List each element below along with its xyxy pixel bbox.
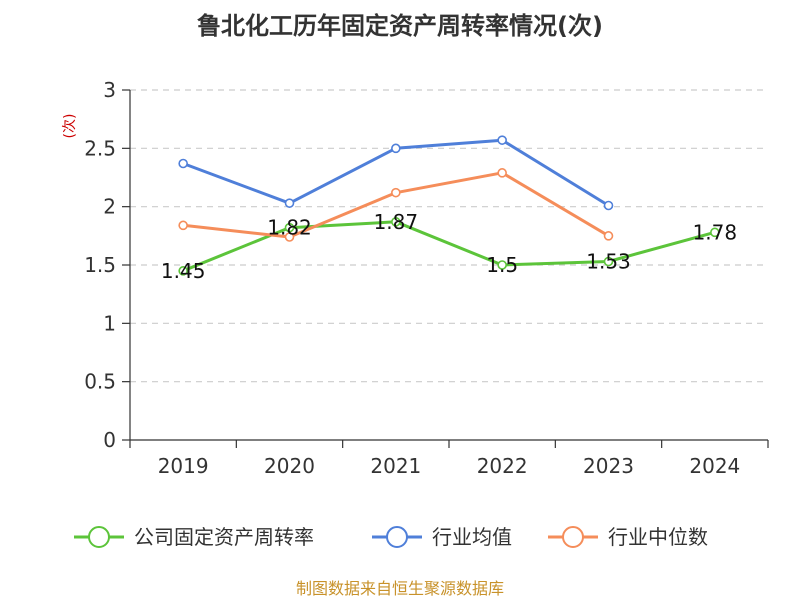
data-point-0: [497, 260, 507, 270]
x-tick-labels: 2019 2020 2021 2022 2023 2024: [158, 454, 741, 478]
y-tick-label: 2.5: [84, 136, 116, 160]
series-line-0: [181, 220, 717, 273]
data-point-0: [603, 256, 614, 267]
data-point-1: [497, 135, 507, 145]
data-label: 1.45: [161, 259, 206, 283]
y-axis-label: (次): [62, 114, 78, 139]
legend: 公司固定资产周转率 行业均值 行业中位数: [74, 525, 708, 549]
chart-title: 鲁北化工历年固定资产周转率情况(次): [197, 12, 603, 40]
legend-label: 行业中位数: [608, 525, 708, 549]
x-tick-label: 2023: [583, 454, 634, 478]
data-point-0: [710, 227, 720, 238]
legend-label: 行业均值: [432, 525, 512, 549]
data-point-1: [603, 200, 614, 211]
grid-lines: [130, 89, 768, 383]
y-tick-label: 0.5: [84, 370, 116, 394]
x-tick-label: 2022: [477, 454, 528, 478]
data-point-1: [284, 198, 295, 208]
data-label: 1.78: [693, 220, 738, 244]
data-point-2: [497, 168, 507, 178]
data-point-2: [603, 231, 614, 241]
data-point-0: [391, 217, 401, 227]
y-tick-label: 1.5: [84, 253, 116, 277]
data-point-1: [178, 158, 188, 169]
axes: [122, 89, 769, 448]
y-tick-label: 1: [103, 311, 116, 335]
data-point-2: [284, 232, 295, 242]
legend-label: 公司固定资产周转率: [134, 525, 314, 549]
data-point-0: [284, 222, 295, 233]
y-tick-label: 2: [103, 195, 116, 219]
x-tick-label: 2020: [264, 454, 315, 478]
data-labels: 1.45 1.82 1.87 1.5 1.53 1.78: [161, 210, 737, 283]
data-point-2: [391, 187, 401, 198]
data-point-1: [391, 143, 401, 154]
y-tick-labels: 0 0.5 1 1.5 2 2.5 3: [84, 78, 116, 452]
data-label: 1.5: [486, 253, 518, 277]
legend-marker: [562, 526, 584, 548]
source-note: 制图数据来自恒生聚源数据库: [296, 579, 504, 598]
data-label: 1.53: [586, 250, 631, 274]
y-tick-label: 3: [103, 78, 116, 102]
y-tick-label: 0: [103, 428, 116, 452]
series-lines: [178, 135, 720, 276]
x-tick-label: 2019: [158, 454, 209, 478]
data-label: 1.82: [267, 216, 312, 240]
data-label: 1.87: [374, 210, 419, 234]
legend-marker: [386, 526, 408, 548]
data-point-2: [178, 220, 188, 231]
data-point-0: [178, 266, 188, 276]
x-tick-label: 2024: [689, 454, 740, 478]
legend-marker: [88, 526, 110, 548]
x-tick-label: 2021: [370, 454, 421, 478]
